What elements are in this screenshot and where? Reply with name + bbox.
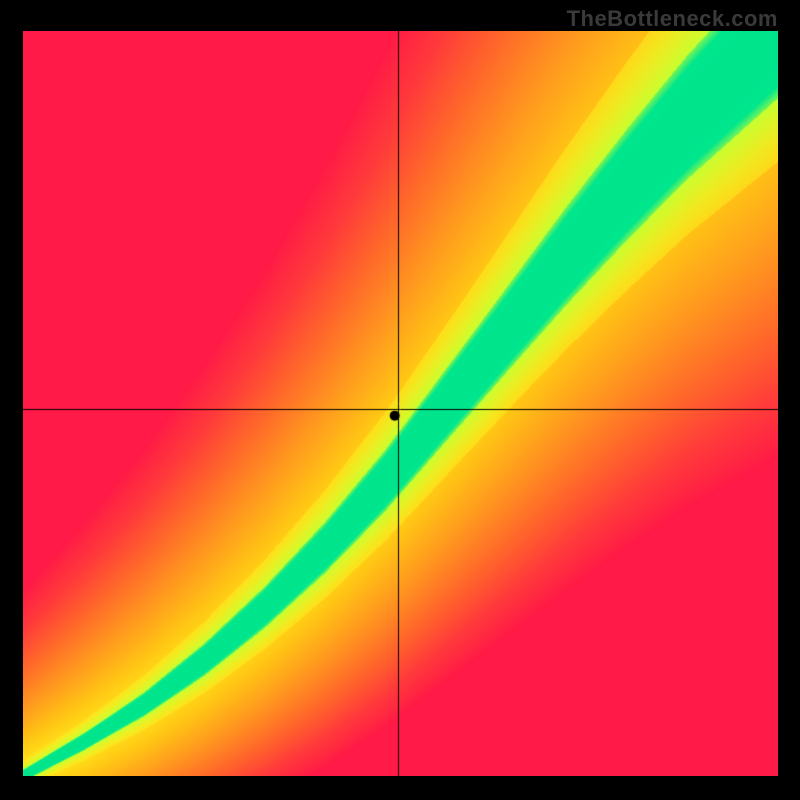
heatmap-plot xyxy=(23,31,778,776)
watermark-text: TheBottleneck.com xyxy=(567,6,778,32)
heatmap-canvas xyxy=(23,31,778,776)
